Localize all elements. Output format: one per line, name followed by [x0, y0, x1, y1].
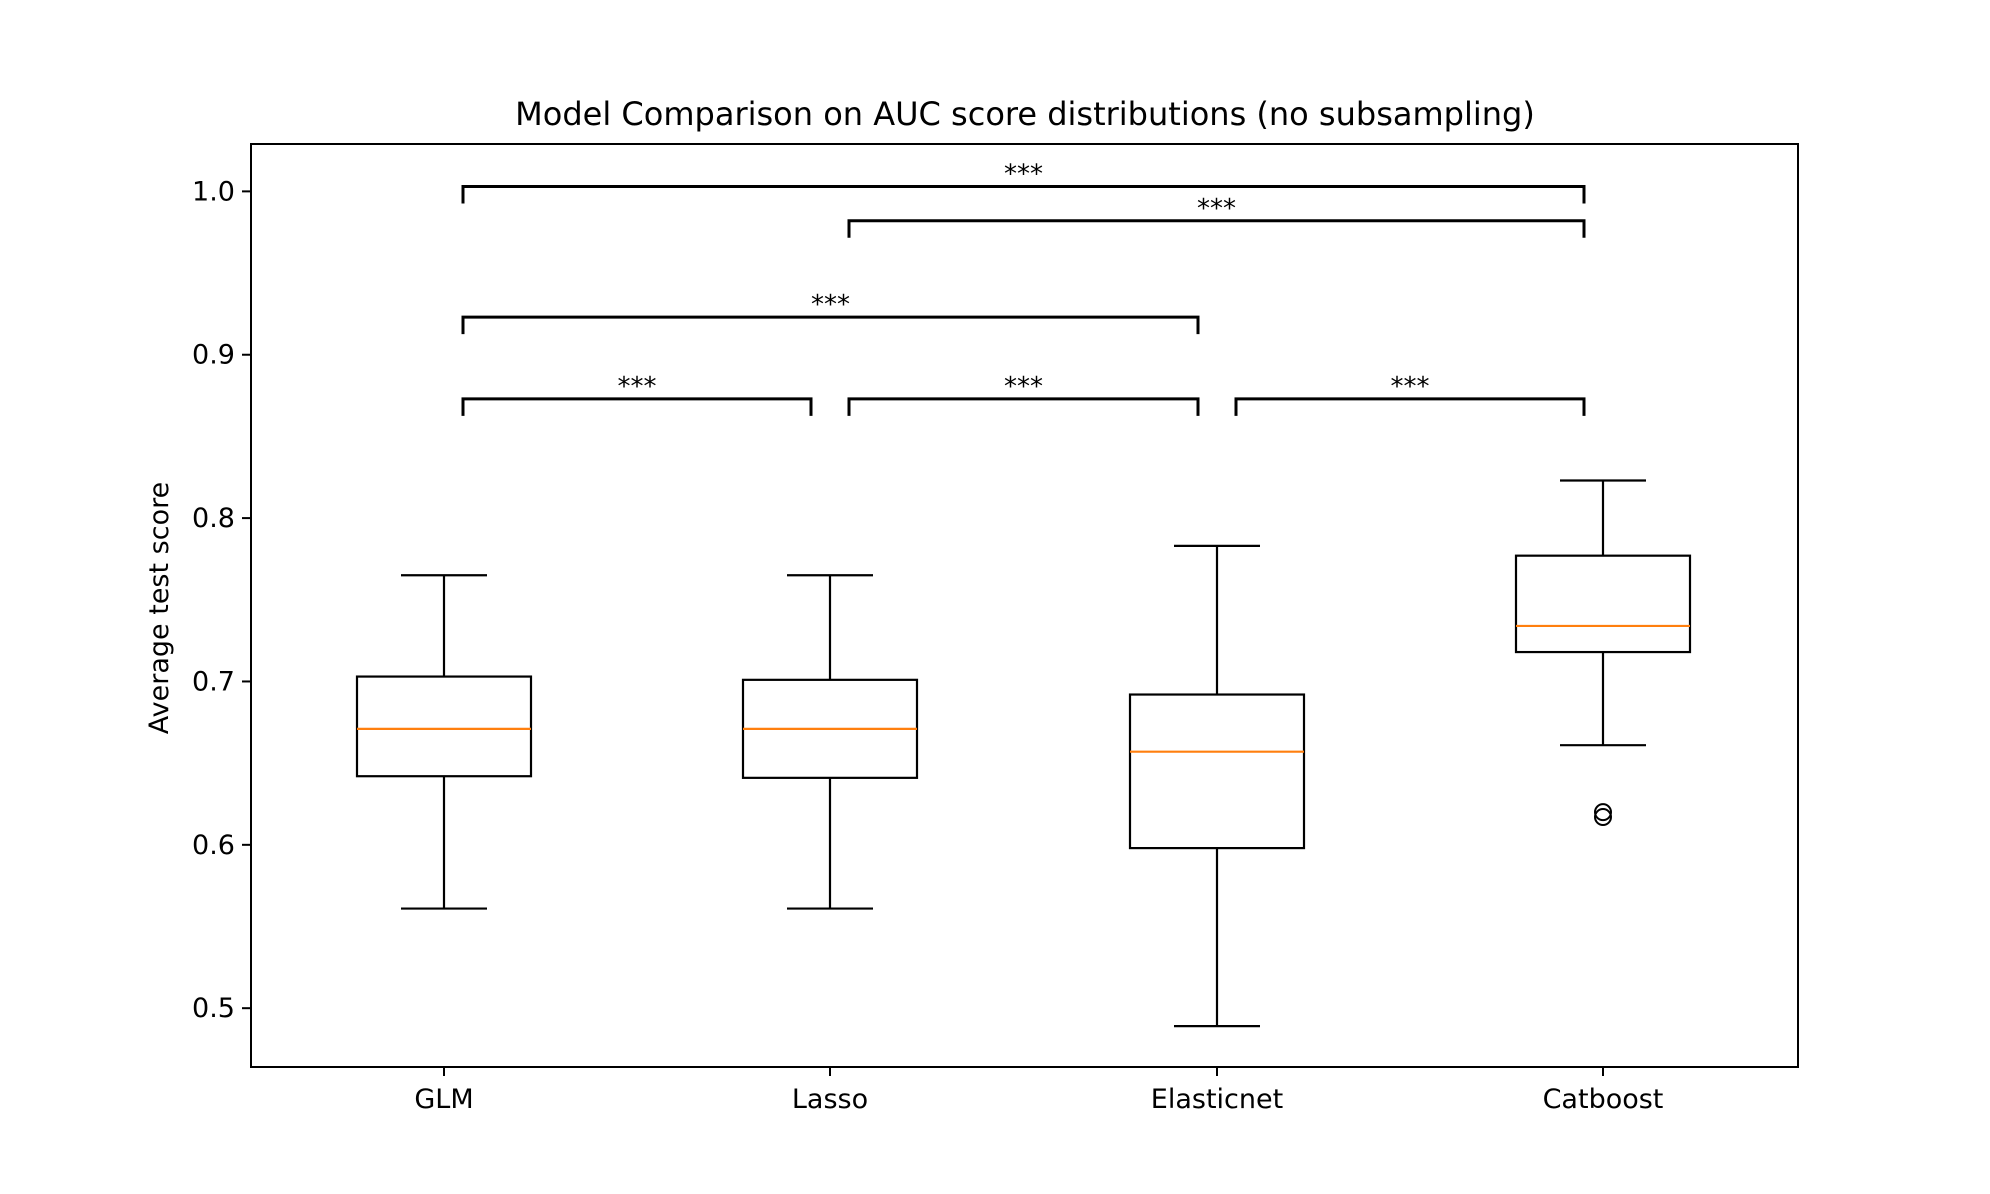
x-tick-label: Catboost: [1543, 1084, 1664, 1115]
y-tick-label: 0.8: [192, 503, 235, 534]
significance-bracket: [461, 397, 813, 416]
y-axis-label: Average test score: [144, 482, 175, 734]
y-tick-label: 0.7: [192, 666, 235, 697]
significance-label: ***: [1391, 372, 1430, 402]
significance-bracket: [461, 315, 1200, 335]
x-tick-label: Elasticnet: [1151, 1084, 1283, 1115]
y-tick-label: 0.6: [192, 830, 235, 861]
box-glm: [355, 675, 533, 778]
axes-frame: [250, 143, 1799, 1068]
x-tick-label: GLM: [414, 1084, 473, 1115]
x-tick-label: Lasso: [792, 1084, 868, 1115]
outlier-point: [1594, 803, 1612, 822]
significance-bracket: [847, 219, 1586, 238]
outlier-point: [1594, 808, 1612, 827]
y-tick-label: 1.0: [192, 176, 235, 207]
significance-label: ***: [811, 290, 850, 320]
significance-bracket: [1234, 397, 1586, 416]
box-elasticnet: [1128, 693, 1306, 850]
chart-title: Model Comparison on AUC score distributi…: [515, 95, 1535, 133]
significance-bracket: [461, 184, 1586, 204]
y-tick-label: 0.9: [192, 340, 235, 371]
significance-label: ***: [1004, 372, 1043, 402]
significance-label: ***: [1004, 159, 1043, 189]
significance-bracket: [847, 397, 1200, 416]
box-catboost: [1514, 554, 1692, 654]
y-tick-label: 0.5: [192, 993, 235, 1024]
plot-area: 0.5 0.6 0.7 0.8 0.9 1.0 GLM Lasso Elasticnet Catb…: [192, 159, 1692, 1115]
significance-label: ***: [1197, 194, 1236, 224]
significance-label: ***: [618, 372, 657, 402]
